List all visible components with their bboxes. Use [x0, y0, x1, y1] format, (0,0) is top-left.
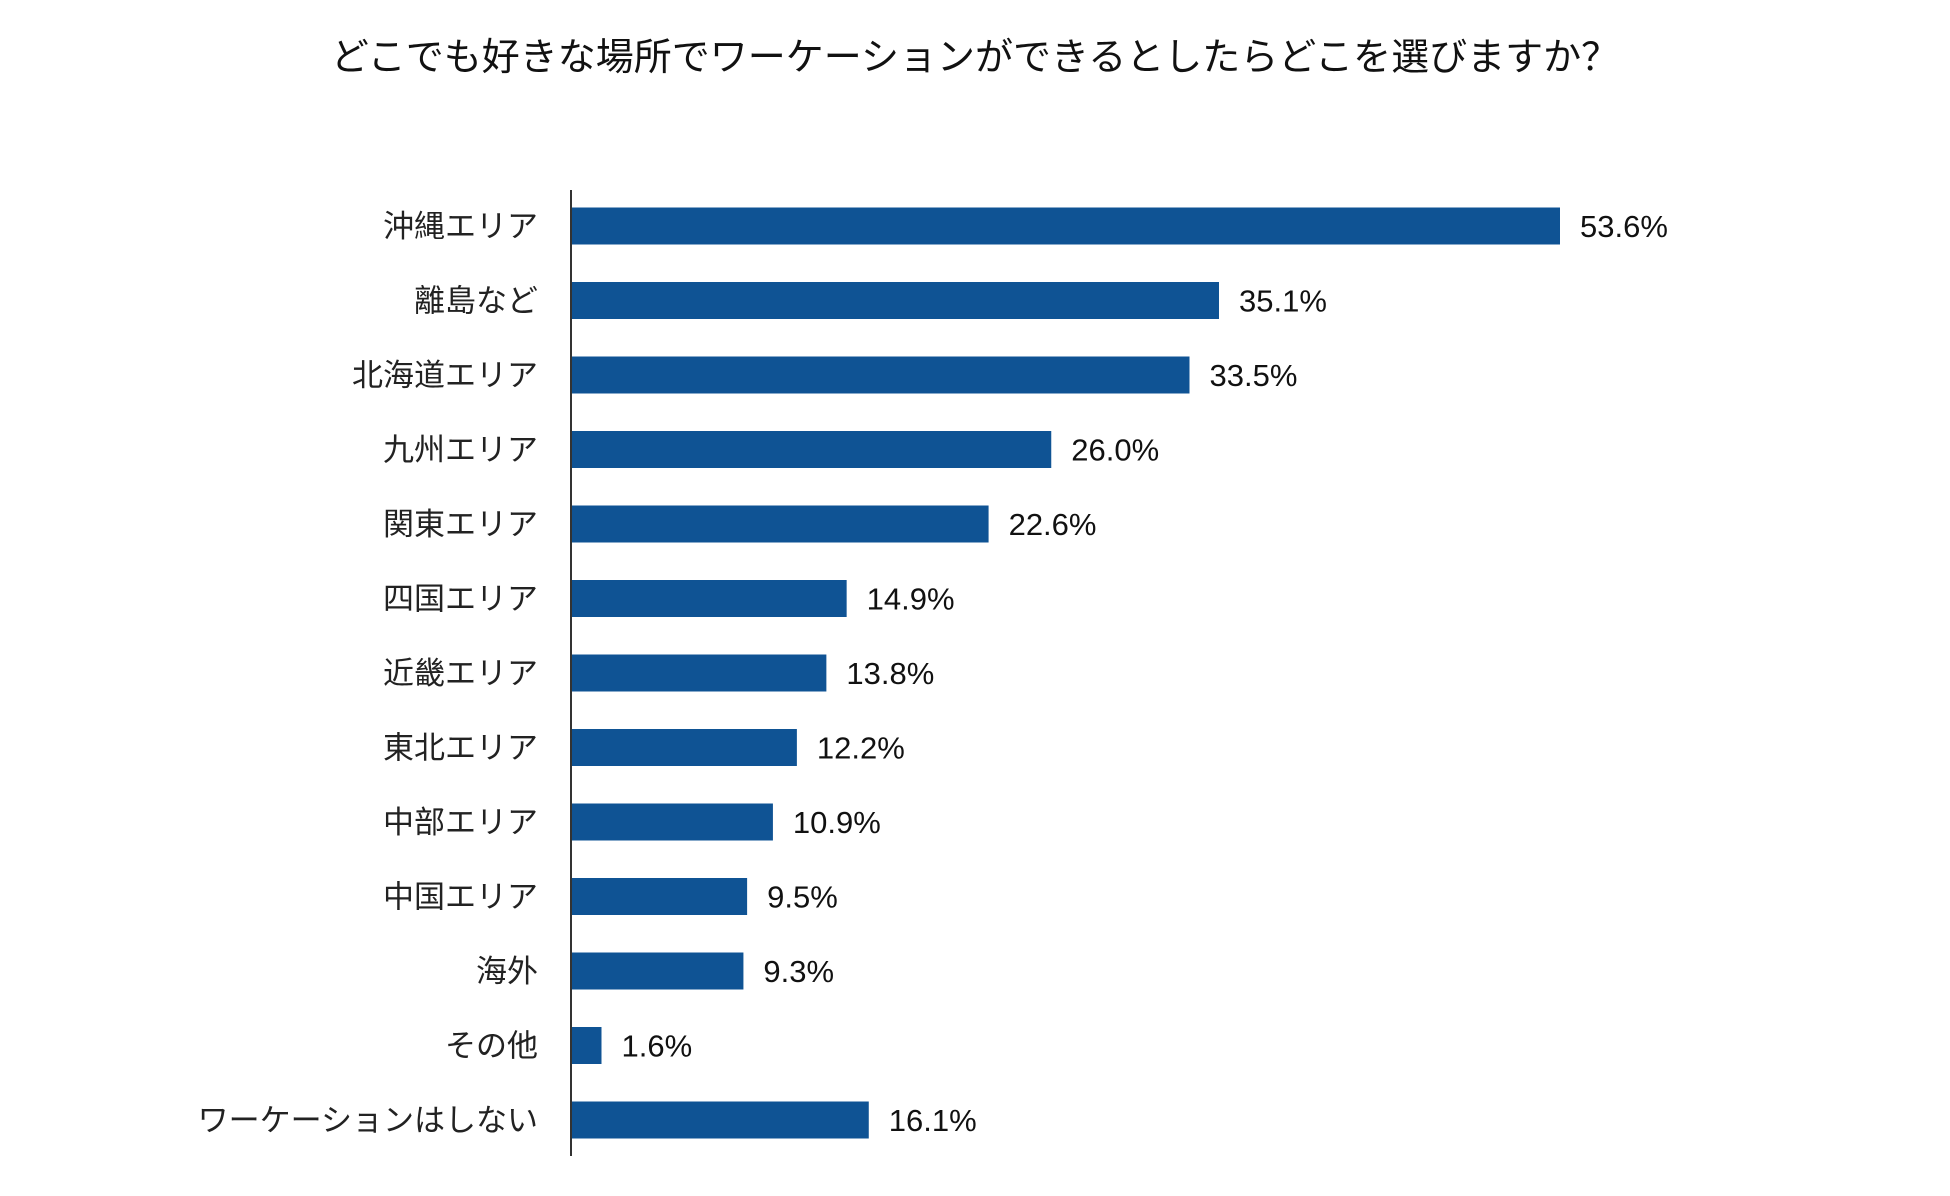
category-label: その他 — [445, 1029, 538, 1065]
value-label: 14.9% — [867, 582, 955, 617]
bar — [572, 729, 797, 766]
bar — [572, 207, 1560, 245]
value-label: 1.6% — [621, 1029, 692, 1064]
category-label: 九州エリア — [383, 433, 538, 469]
bar — [572, 580, 847, 617]
bar — [572, 505, 989, 543]
category-label: 近畿エリア — [383, 656, 538, 692]
value-label: 9.3% — [763, 954, 834, 989]
value-label: 22.6% — [1009, 507, 1097, 542]
value-label: 53.6% — [1580, 209, 1668, 244]
bar — [572, 803, 773, 841]
category-label: 四国エリア — [383, 582, 538, 618]
bar — [572, 654, 827, 692]
bar — [572, 431, 1052, 468]
bar — [572, 878, 748, 915]
bar — [572, 952, 744, 990]
value-label: 16.1% — [889, 1103, 977, 1138]
bar — [572, 356, 1190, 394]
bar — [572, 282, 1219, 319]
value-label: 10.9% — [793, 805, 881, 840]
category-label: ワーケーションはしない — [198, 1103, 538, 1139]
category-label: 中国エリア — [383, 880, 538, 916]
value-label: 35.1% — [1239, 284, 1327, 319]
value-label: 12.2% — [817, 731, 905, 766]
bars-group: 沖縄エリア 53.6% 離島など 35.1% 北海道エリア 33.5% 九州エリア 26.0%… — [198, 207, 1668, 1139]
bar — [572, 1027, 602, 1064]
category-label: 離島など — [414, 284, 538, 320]
chart-title: どこでも好きな場所でワーケーションができるとしたらどこを選びますか？ — [331, 35, 1619, 79]
value-label: 13.8% — [846, 656, 934, 691]
value-label: 26.0% — [1071, 433, 1159, 468]
category-label: 関東エリア — [383, 507, 538, 543]
category-label: 沖縄エリア — [383, 209, 538, 245]
bar — [572, 1101, 869, 1139]
value-label: 33.5% — [1210, 358, 1298, 393]
category-label: 北海道エリア — [352, 358, 538, 394]
category-label: 海外 — [476, 954, 538, 990]
category-label: 中部エリア — [383, 805, 538, 841]
category-label: 東北エリア — [383, 731, 538, 767]
value-label: 9.5% — [767, 880, 838, 915]
